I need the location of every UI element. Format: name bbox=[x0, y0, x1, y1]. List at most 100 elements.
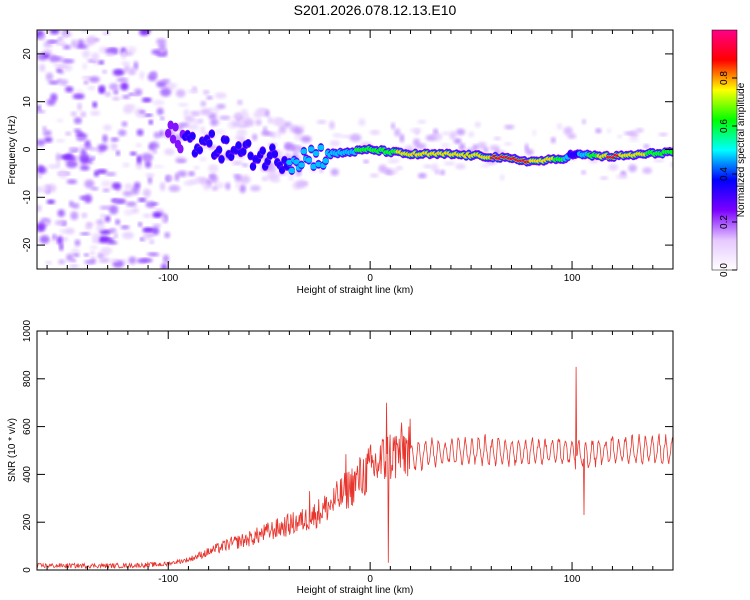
spectrogram-ridge-cell bbox=[208, 130, 215, 138]
y-tick-label: 600 bbox=[22, 418, 33, 435]
spectrogram-noise-cell bbox=[100, 247, 113, 255]
spectrogram-noise-cell bbox=[550, 136, 556, 144]
spectrogram-noise-cell bbox=[208, 113, 217, 120]
snr-series-line bbox=[37, 366, 673, 570]
spectrogram-noise-cell bbox=[37, 52, 49, 61]
spectrogram-noise-cell bbox=[294, 127, 304, 135]
spectrogram-noise-cell bbox=[104, 215, 111, 223]
spectrogram-noise-cell bbox=[89, 250, 95, 256]
spectrogram-noise-cell bbox=[238, 117, 247, 127]
spectrogram-noise-cell bbox=[76, 136, 87, 142]
spectrogram-noise-cell bbox=[139, 30, 150, 36]
spectrogram-noise-cell bbox=[38, 33, 46, 41]
spectrogram-noise-cell bbox=[37, 139, 46, 147]
spectrogram-noise-cell bbox=[37, 204, 42, 212]
spectrogram-noise-cell bbox=[628, 138, 640, 142]
spectrogram-noise-cell bbox=[115, 150, 121, 156]
spectrogram-noise-cell bbox=[480, 164, 491, 168]
spectrogram-noise-cell bbox=[88, 76, 100, 83]
spectrogram-noise-cell bbox=[443, 161, 456, 166]
spectrogram-noise-cell bbox=[183, 108, 190, 118]
colorbar-tick-label: 0.6 bbox=[719, 119, 730, 133]
spectrogram-noise-cell bbox=[239, 184, 246, 194]
spectrogram-ridge-cell bbox=[305, 157, 312, 163]
spectrogram-noise-cell bbox=[57, 169, 69, 179]
spectrogram-noise-cell bbox=[153, 131, 161, 139]
spectrogram-ridge-cell bbox=[196, 146, 203, 154]
spectrogram-noise-cell bbox=[261, 176, 268, 182]
spectrogram-noise-cell bbox=[199, 156, 207, 162]
spectrogram-noise-cell bbox=[233, 174, 241, 178]
spectrogram-noise-cell bbox=[73, 253, 80, 257]
spectrogram-noise-cell bbox=[69, 264, 79, 268]
spectrogram-noise-cell bbox=[390, 122, 396, 130]
spectrogram-noise-cell bbox=[235, 112, 242, 121]
spectrogram-noise-cell bbox=[102, 69, 107, 74]
colorbar-ticks: 0.0 0.2 0.4 0.6 0.8 bbox=[719, 71, 737, 277]
spectrogram-noise-cell bbox=[125, 201, 137, 207]
spectrogram-noise-cell bbox=[456, 128, 466, 136]
spectrogram-ridge-cell bbox=[315, 161, 322, 168]
spectrogram-noise-cell bbox=[128, 67, 136, 76]
spectrogram-noise-cell bbox=[116, 77, 129, 82]
spectrogram-noise-cell bbox=[175, 89, 186, 98]
spectrogram-noise-cell bbox=[240, 109, 249, 118]
spectrogram-noise-cell bbox=[477, 142, 486, 150]
spectrogram-noise-cell bbox=[83, 194, 93, 204]
spectrogram-noise-cell bbox=[102, 188, 110, 193]
spectrogram-noise-cell bbox=[483, 146, 489, 153]
spectrogram-noise-cell bbox=[455, 163, 466, 170]
spectrogram-noise-cell bbox=[100, 213, 106, 220]
spectrogram-noise-cell bbox=[358, 118, 366, 127]
spectrogram-ridge-cell bbox=[312, 150, 320, 157]
spectrogram-ridge-cell bbox=[288, 167, 295, 174]
spectrogram-noise-cell bbox=[581, 170, 587, 175]
snr-y-ticks: 0 200 400 600 800 1000 bbox=[22, 319, 673, 573]
spectrogram-noise-cell bbox=[57, 235, 63, 245]
spectrogram-noise-cell bbox=[39, 235, 50, 244]
spectrogram-noise-cell bbox=[261, 130, 271, 136]
spectrogram-noise-cell bbox=[80, 148, 87, 156]
spectrogram-noise-cell bbox=[52, 233, 57, 240]
spectrogram-y-ticks: -20 -10 0 10 20 bbox=[22, 48, 673, 252]
spectrogram-ridge-cell bbox=[266, 152, 274, 160]
spectrogram-noise-cell bbox=[37, 186, 44, 193]
spectrogram-noise-cell bbox=[122, 231, 134, 239]
spectrogram-noise-cell bbox=[267, 164, 277, 174]
spectrogram-noise-cell bbox=[91, 52, 100, 61]
snr-y-label: SNR (10 * v/v) bbox=[7, 418, 18, 482]
spectrogram-noise-cell bbox=[37, 173, 42, 179]
spectrogram-noise-cell bbox=[474, 121, 481, 128]
spectrogram-noise-cell bbox=[152, 212, 163, 218]
spectrogram-noise-cell bbox=[95, 219, 105, 226]
spectrogram-noise-cell bbox=[178, 122, 190, 128]
spectrogram-ridge-cell bbox=[310, 163, 317, 170]
spectrogram-ridge-cell bbox=[269, 144, 276, 152]
spectrogram-noise-cell bbox=[423, 164, 432, 169]
spectrogram-noise-cell bbox=[104, 91, 111, 97]
spectrogram-noise-cell bbox=[162, 254, 170, 264]
spectrogram-noise-cell bbox=[203, 90, 210, 95]
spectrogram-ridge-cell bbox=[235, 142, 242, 149]
spectrogram-noise-cell bbox=[168, 185, 181, 192]
spectrogram-noise-cell bbox=[166, 175, 174, 181]
x-tick-label: 0 bbox=[367, 273, 373, 284]
spectrogram-noise-cell bbox=[55, 64, 68, 69]
snr-x-label: Height of straight line (km) bbox=[297, 585, 414, 596]
spectrogram-noise-cell bbox=[255, 119, 262, 126]
spectrogram-noise-cell bbox=[149, 239, 155, 244]
spectrogram-noise-cell bbox=[653, 159, 665, 163]
spectrogram-noise-cell bbox=[109, 83, 119, 91]
colorbar-tick-label: 0.8 bbox=[719, 71, 730, 85]
spectrogram-noise-cell bbox=[595, 128, 602, 134]
spectrogram-noise-cell bbox=[121, 121, 128, 127]
spectrogram-noise-cell bbox=[66, 179, 78, 185]
spectrogram-noise-cell bbox=[77, 102, 82, 111]
spectrogram-noise-cell bbox=[92, 101, 98, 108]
spectrogram-noise-cell bbox=[122, 190, 134, 197]
spectrogram-noise-cell bbox=[55, 138, 66, 143]
spectrogram-noise-cell bbox=[110, 142, 118, 151]
spectrogram-ridge-cell bbox=[286, 159, 293, 166]
